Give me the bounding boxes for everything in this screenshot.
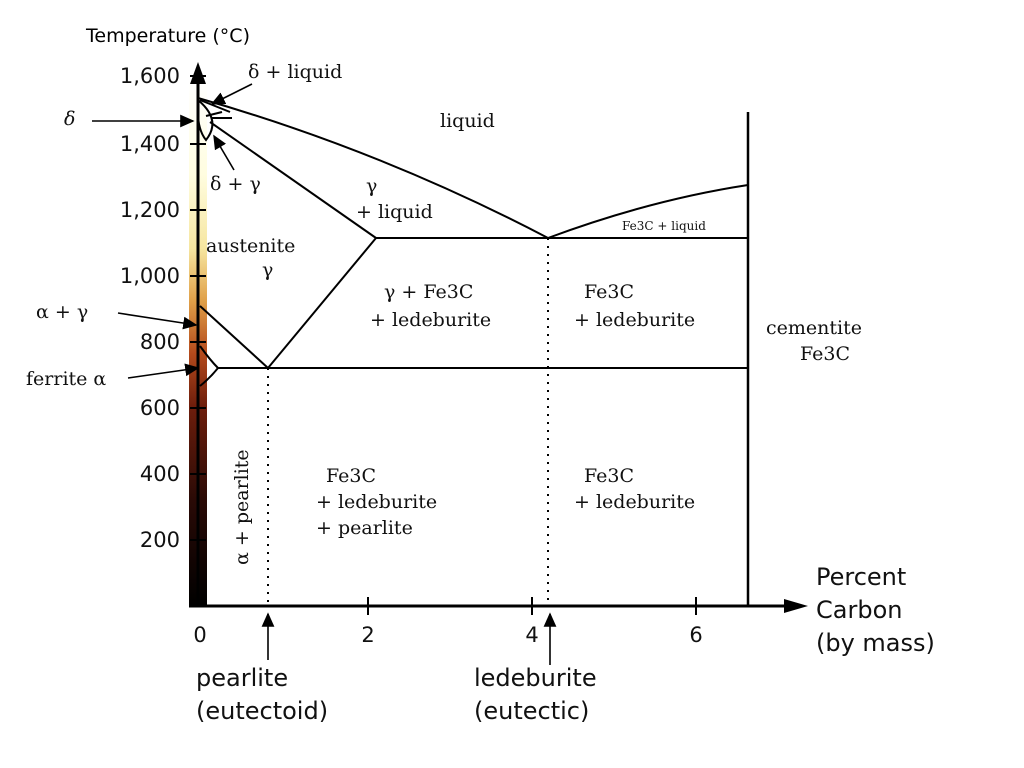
region-austenite-line1: austenite [206,235,295,257]
x-axis-title-line2: Carbon [816,596,902,624]
x-axis-arrow [784,599,808,613]
pearlite-label-line1: pearlite [196,664,288,692]
x-tick-label: 4 [525,623,538,647]
region-ferrite: ferrite α [26,368,106,390]
y-tick-label: 600 [140,396,180,420]
y-tick-label: 800 [140,330,180,354]
region-gamma-liquid-line1: γ [366,175,377,197]
y-ticks [190,75,206,541]
region-cementite-line2: Fe3C [800,343,850,365]
region-fe3c-right-line2: + ledeburite [574,491,695,513]
y-tick-label: 1,400 [120,132,180,156]
region-delta-liquid: δ + liquid [248,61,342,83]
x-tick-label: 0 [193,623,206,647]
region-fe3c-upper-line1: Fe3C [584,281,634,303]
region-fe3c-lower-line1: Fe3C [326,465,376,487]
region-fe3c-lower-line2: + ledeburite [316,491,437,513]
y-tick-label: 1,200 [120,198,180,222]
x-tick-label: 2 [361,623,374,647]
region-fe3c-lower-line3: + pearlite [316,517,413,539]
y-tick-label: 400 [140,462,180,486]
region-austenite-line2: γ [262,259,273,281]
region-liquid: liquid [440,110,495,132]
region-alpha-pearlite: α + pearlite [231,449,253,565]
y-tick-label: 200 [140,528,180,552]
phase-boundaries [196,97,750,606]
x-axis-title-line1: Percent [816,563,906,591]
region-gamma-fe3c-line1: γ + Fe3C [384,281,473,303]
ledeburite-label-line2: (eutectic) [474,697,589,725]
region-gamma-fe3c-line2: + ledeburite [370,309,491,331]
pearlite-label-line2: (eutectoid) [196,697,328,725]
region-alpha-gamma: α + γ [36,301,88,323]
region-fe3c-right-line1: Fe3C [584,465,634,487]
ledeburite-label-line1: ledeburite [474,664,597,692]
y-tick-label: 1,600 [120,64,180,88]
region-fe3c-upper-line2: + ledeburite [574,309,695,331]
x-tick-label: 6 [689,623,702,647]
region-delta: δ [64,108,75,130]
region-cementite-line1: cementite [766,317,862,339]
region-gamma-liquid-line2: + liquid [356,201,433,223]
y-axis-arrow [190,62,206,84]
region-delta-gamma: δ + γ [210,173,261,195]
y-axis-title: Temperature (°C) [85,25,250,47]
y-tick-label: 1,000 [120,264,180,288]
x-axis-title-line3: (by mass) [816,629,935,657]
pointer-arrows [92,83,557,665]
x-ticks [367,597,697,615]
region-fe3c-liquid: Fe3C + liquid [622,219,706,233]
